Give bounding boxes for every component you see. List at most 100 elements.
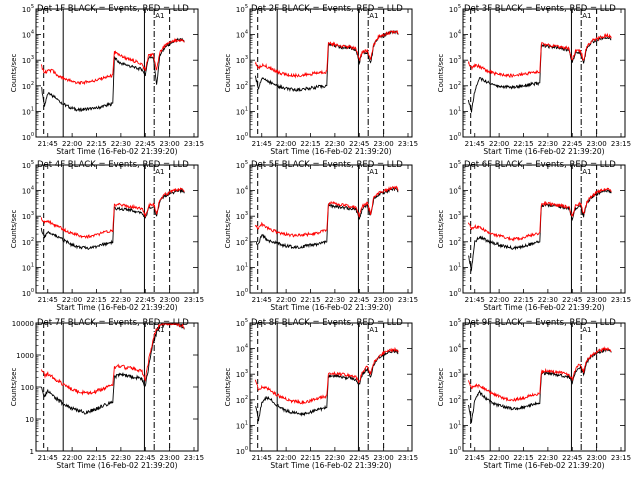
x-tick-label: 22:30: [111, 296, 131, 304]
plot-frame: [462, 322, 626, 452]
y-tick-label-exponent: 0: [245, 132, 248, 138]
y-tick-label-base: 10: [449, 320, 458, 328]
x-tick-label: 21:45: [465, 140, 485, 148]
y-tick-label: 102: [449, 81, 461, 91]
y-tick-label-exponent: 2: [458, 395, 461, 401]
y-tick-label-base: 10: [236, 108, 245, 116]
y-tick-label-exponent: 0: [31, 288, 34, 294]
series-line-lld: [254, 346, 399, 406]
annotation-label: A1: [582, 12, 591, 20]
x-tick-label: 22:30: [538, 296, 558, 304]
x-tick-label: 23:15: [398, 140, 418, 148]
y-tick-label: 105: [236, 4, 248, 14]
y-tick-label-base: 10: [22, 83, 31, 91]
plot-frame: [462, 164, 626, 294]
y-tick-label: 105: [22, 160, 34, 170]
y-tick-label-exponent: 0: [31, 132, 34, 138]
x-axis-label: Start Time (16-Feb-02 21:39:20): [483, 303, 604, 312]
y-tick-label: 102: [449, 395, 461, 405]
x-tick-label: 22:30: [538, 140, 558, 148]
y-tick-label: 10: [25, 416, 34, 424]
x-tick-label: 23:00: [160, 454, 180, 462]
x-tick-label: 21:45: [252, 296, 272, 304]
x-tick-label: 22:15: [86, 140, 106, 148]
panel-6: Det 6F BLACK = Events, RED = LLD 21:45 22:…: [437, 160, 631, 312]
annotation-label: A1: [155, 12, 164, 20]
y-tick-label-exponent: 4: [245, 186, 248, 192]
y-tick-label-base: 10: [449, 264, 458, 272]
y-tick-label-exponent: 3: [458, 55, 461, 61]
y-tick-label-exponent: 4: [245, 30, 248, 36]
x-tick-label: 21:45: [465, 454, 485, 462]
y-tick-label-exponent: 0: [458, 288, 461, 294]
y-tick-label-exponent: 4: [458, 344, 461, 350]
y-tick-label-exponent: 1: [31, 262, 34, 268]
x-tick-label: 22:30: [111, 454, 131, 462]
y-tick-label-base: 10: [22, 32, 31, 40]
y-tick-label: 103: [449, 55, 461, 65]
y-tick-label: 104: [449, 344, 461, 354]
y-tick-label: 101: [236, 106, 248, 116]
y-tick-label-base: 10: [22, 239, 31, 247]
x-tick-label: 22:30: [325, 454, 345, 462]
x-tick-label: 22:45: [562, 454, 582, 462]
y-tick-label-base: 10: [236, 162, 245, 170]
y-tick-label: 105: [236, 160, 248, 170]
y-tick-label-base: 10: [236, 239, 245, 247]
y-axis-label: Counts/sec: [10, 368, 18, 407]
x-tick-label: 21:45: [38, 454, 58, 462]
y-tick-label: 100: [236, 288, 248, 298]
y-tick-label: 100: [236, 446, 248, 456]
annotation-label: A1: [369, 12, 378, 20]
panel-3: Det 3F BLACK = Events, RED = LLD 21:45 22:…: [437, 4, 631, 156]
x-axis-label: Start Time (16-Feb-02 21:39:20): [270, 147, 391, 156]
y-tick-label-base: 10: [22, 290, 31, 298]
x-tick-label: 22:30: [325, 296, 345, 304]
x-tick-label: 21:45: [465, 296, 485, 304]
y-axis-label: Counts/sec: [10, 54, 18, 93]
annotation-label: A1: [155, 326, 164, 334]
y-tick-label-base: 10: [236, 57, 245, 65]
y-tick-label-exponent: 0: [245, 288, 248, 294]
x-tick-label: 23:15: [611, 140, 631, 148]
y-tick-label-exponent: 4: [458, 30, 461, 36]
panel-title: Det 4F BLACK = Events, RED = LLD: [37, 160, 189, 170]
y-tick-label: 101: [22, 106, 34, 116]
x-tick-label: 22:45: [135, 296, 155, 304]
series-line-lld: [254, 185, 399, 238]
panel-title: Det 8F BLACK = Events, RED = LLD: [251, 318, 403, 328]
y-tick-label-base: 10: [236, 83, 245, 91]
y-tick-label-exponent: 0: [245, 446, 248, 452]
y-tick-label-base: 10: [22, 264, 31, 272]
plot-frame: [35, 322, 199, 452]
series-line-lld: [40, 187, 185, 239]
y-tick-label-base: 10: [236, 213, 245, 221]
y-tick-label-base: 10: [449, 371, 458, 379]
x-tick-label: 22:15: [86, 296, 106, 304]
plot-frame: [35, 164, 199, 294]
x-tick-label: 23:00: [374, 454, 394, 462]
x-tick-label: 22:45: [562, 296, 582, 304]
series-line-lld: [467, 187, 612, 242]
y-tick-label: 100: [449, 446, 461, 456]
y-tick-label-base: 10: [236, 134, 245, 142]
y-tick-label-base: 10: [449, 32, 458, 40]
plot-frame: [462, 8, 626, 138]
series-line-events: [255, 187, 399, 250]
y-tick-label-base: 10: [236, 448, 245, 456]
y-tick-label: 102: [22, 81, 34, 91]
panel-4: Det 4F BLACK = Events, RED = LLD 21:45 22:…: [10, 160, 204, 312]
y-tick-label-exponent: 4: [245, 344, 248, 350]
annotation-label: A1: [155, 168, 164, 176]
annotation-label: A1: [582, 168, 591, 176]
y-tick-label-exponent: 5: [245, 318, 248, 324]
x-tick-label: 22:00: [62, 454, 82, 462]
x-tick-label: 22:45: [349, 140, 369, 148]
y-tick-label: 100: [236, 132, 248, 142]
x-tick-label: 23:15: [611, 296, 631, 304]
panel-title: Det 9F BLACK = Events, RED = LLD: [464, 318, 616, 328]
y-tick-label-exponent: 0: [458, 132, 461, 138]
x-tick-label: 23:00: [160, 296, 180, 304]
y-tick-label-exponent: 2: [245, 81, 248, 87]
